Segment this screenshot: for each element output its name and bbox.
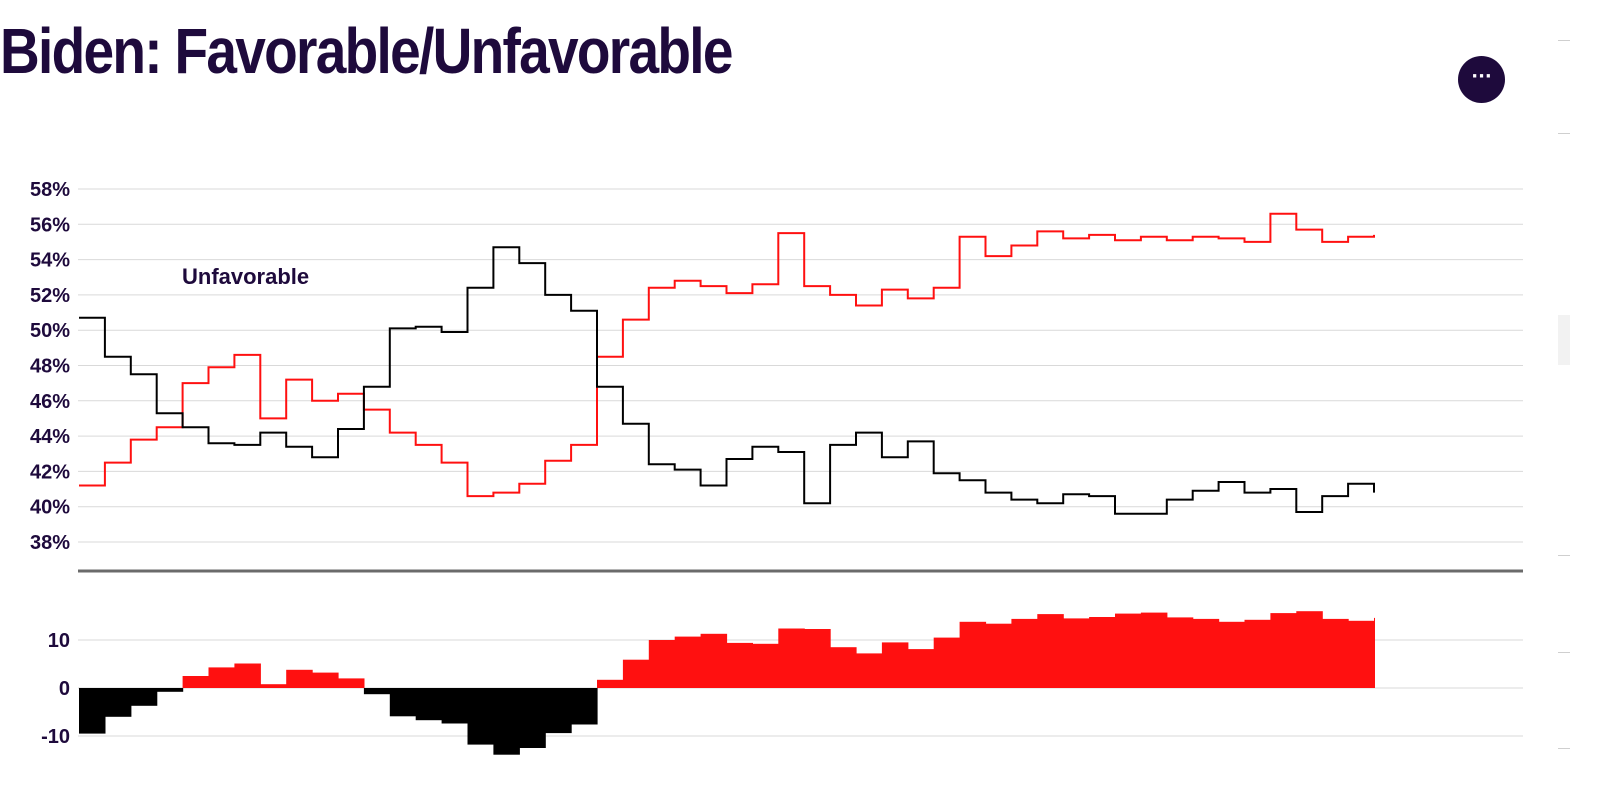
net-bar <box>79 688 106 734</box>
y-tick-label: 42% <box>30 461 70 483</box>
y-tick-label: 50% <box>30 320 70 342</box>
net-bar <box>260 684 287 688</box>
net-bar <box>1192 618 1220 688</box>
net-bar <box>1089 617 1116 688</box>
net-bar <box>1270 613 1297 688</box>
y-tick-label: -10 <box>41 726 70 748</box>
net-bar <box>182 676 210 688</box>
net-bar <box>286 669 313 688</box>
net-bar <box>1348 620 1375 688</box>
net-bar <box>804 629 831 688</box>
net-bar <box>881 642 909 688</box>
net-bar <box>856 653 883 688</box>
net-bar <box>1011 618 1038 688</box>
y-tick-label: 52% <box>30 285 70 307</box>
net-bar <box>752 643 779 688</box>
net-bar <box>363 688 391 695</box>
y-tick-label: 0 <box>59 678 70 700</box>
net-bar <box>389 688 417 717</box>
more-options-button[interactable]: ··· <box>1458 56 1505 103</box>
y-tick-label: 48% <box>30 356 70 378</box>
net-bar <box>726 642 753 688</box>
net-bar <box>648 640 676 688</box>
net-bar <box>622 659 650 688</box>
net-bar <box>130 688 158 706</box>
y-tick-label: 46% <box>30 391 70 413</box>
net-bar <box>830 647 857 688</box>
net-bar <box>545 688 572 734</box>
y-tick-label: 40% <box>30 497 70 519</box>
net-bar <box>1374 617 1375 688</box>
edge-divider <box>1558 652 1570 653</box>
net-bar <box>156 688 184 692</box>
y-tick-label: 44% <box>30 426 70 448</box>
ellipsis-icon: ··· <box>1471 65 1492 87</box>
net-bar <box>208 667 235 688</box>
favorable-line <box>79 212 1375 498</box>
net-bar <box>985 623 1012 688</box>
net-bar <box>312 672 339 688</box>
unfavorable-series-label: Unfavorable <box>182 264 309 289</box>
net-bar <box>778 628 805 688</box>
edge-divider <box>1558 555 1570 556</box>
net-bar <box>1296 611 1323 688</box>
net-bar <box>104 688 132 717</box>
unfavorable-line <box>79 246 1375 515</box>
net-bar <box>493 688 520 755</box>
net-bar <box>338 678 365 688</box>
net-bar <box>519 688 546 748</box>
net-bar <box>1115 613 1142 688</box>
edge-divider <box>1558 748 1570 749</box>
y-tick-label: 54% <box>30 250 70 272</box>
net-bar <box>1244 619 1271 688</box>
net-bar <box>467 688 494 745</box>
net-bar <box>597 679 624 688</box>
net-bar <box>959 621 987 688</box>
net-bar <box>234 663 261 688</box>
net-bar <box>700 633 728 688</box>
net-bar <box>1140 612 1168 688</box>
net-bar <box>415 688 443 721</box>
edge-divider <box>1558 40 1570 41</box>
page-title: Biden: Favorable/Unfavorable <box>0 15 733 87</box>
y-tick-label: 58% <box>30 179 70 201</box>
y-tick-label: 56% <box>30 214 70 236</box>
net-bar <box>571 688 598 725</box>
net-bar <box>441 688 469 724</box>
net-bar <box>1166 617 1194 688</box>
net-bar <box>933 637 961 688</box>
net-bar <box>1218 621 1246 688</box>
y-tick-label: 38% <box>30 532 70 554</box>
net-bar <box>1322 618 1349 688</box>
net-bar <box>674 636 702 688</box>
edge-panel <box>1558 315 1570 365</box>
edge-divider <box>1558 133 1570 134</box>
net-bar <box>1063 618 1090 688</box>
net-bar <box>907 649 935 688</box>
y-tick-label: 10 <box>48 630 70 652</box>
net-bar <box>1037 614 1064 688</box>
